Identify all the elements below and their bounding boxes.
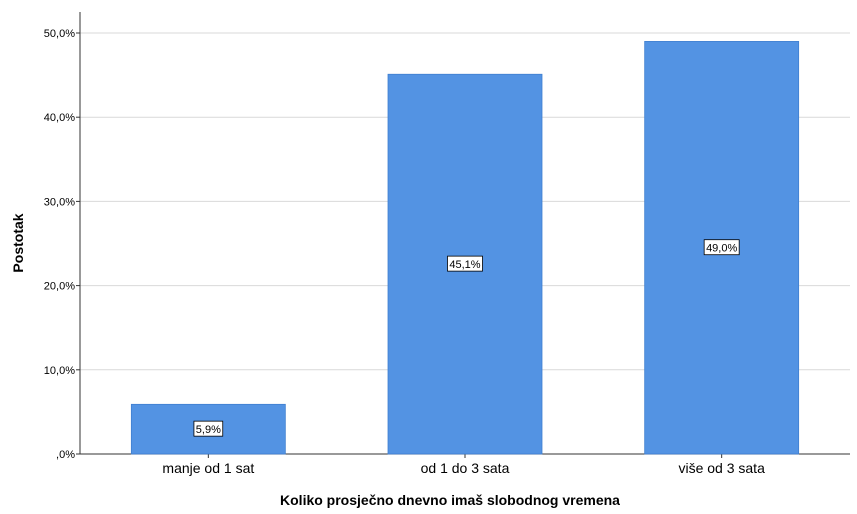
data-label-box [703, 239, 740, 256]
data-label: 49,0% [706, 243, 737, 255]
data-label: 45,1% [449, 259, 480, 271]
data-label-box [447, 255, 483, 272]
data-label-box [193, 420, 224, 437]
y-tick-label: ,0% [56, 449, 75, 461]
data-label: 5,9% [196, 424, 221, 436]
y-tick-label: 30,0% [44, 196, 75, 208]
y-tick-label: 50,0% [44, 28, 75, 40]
x-tick-label: više od 3 sata [678, 460, 765, 476]
bars [130, 41, 800, 455]
data-labels: 5,9% 45,1% 49,0% [193, 239, 740, 437]
y-tick-label: 10,0% [44, 365, 75, 377]
x-axis-label: Koliko prosječno dnevno imaš slobodnog v… [280, 492, 620, 508]
y-tick-label: 40,0% [44, 112, 75, 124]
x-tick-label: manje od 1 sat [162, 460, 254, 476]
x-tick-label: od 1 do 3 sata [421, 460, 510, 476]
y-tick-label: 20,0% [44, 281, 75, 293]
y-axis-label: Postotak [10, 213, 26, 272]
tick-labels: ,0% 10,0% 20,0% 30,0% 40,0% 50,0% manje od 1 s… [44, 28, 765, 476]
